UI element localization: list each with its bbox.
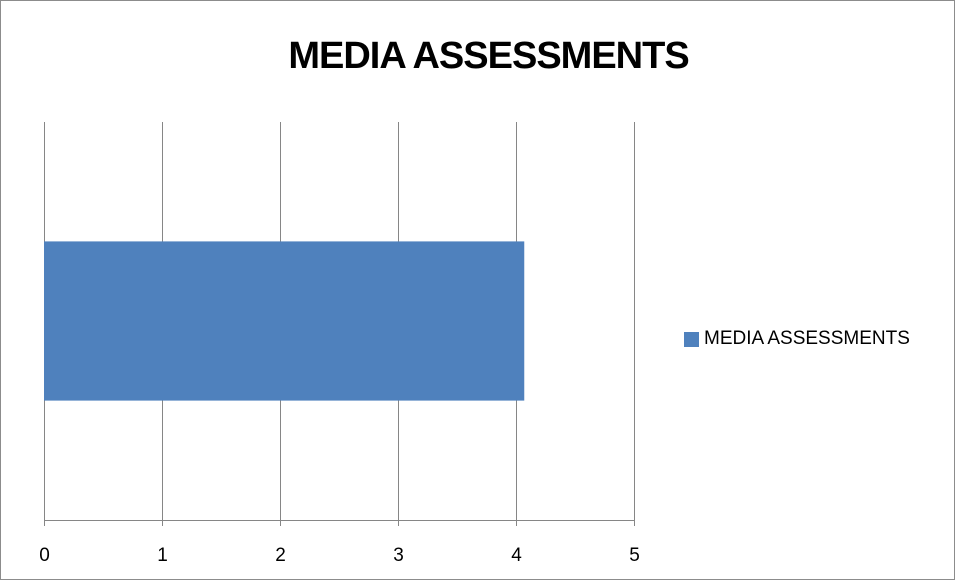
x-tick-label: 3 bbox=[393, 545, 404, 566]
legend-label: MEDIA ASSESSMENTS bbox=[704, 328, 910, 349]
x-tick-label: 5 bbox=[629, 545, 640, 566]
chart-legend: MEDIA ASSESSMENTS bbox=[684, 328, 910, 350]
x-tick-label: 0 bbox=[39, 545, 50, 566]
legend-swatch bbox=[684, 331, 699, 347]
x-tick-label: 2 bbox=[275, 545, 286, 566]
x-tick-label: 1 bbox=[157, 545, 168, 566]
chart-title: MEDIA ASSESSMENTS bbox=[288, 35, 689, 77]
bar bbox=[44, 241, 525, 401]
x-tick-label: 4 bbox=[511, 545, 522, 566]
